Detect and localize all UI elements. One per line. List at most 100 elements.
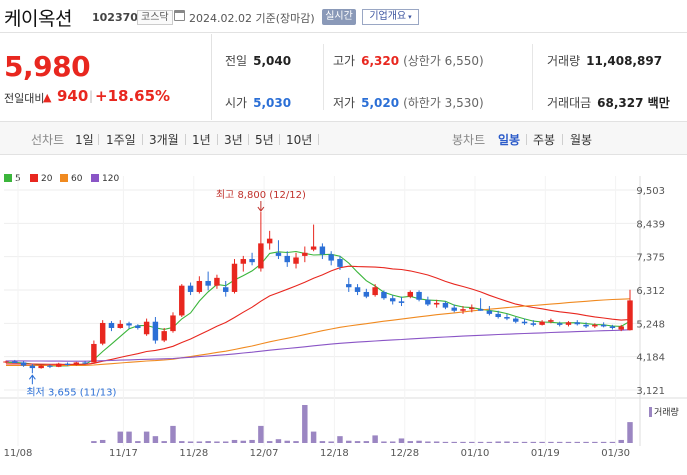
- volume-bar: [398, 438, 405, 443]
- stat-value: 5,040: [253, 54, 292, 68]
- volume-bar: [337, 436, 343, 443]
- stat-label: 거래대금: [547, 96, 592, 110]
- candle-body: [161, 331, 167, 341]
- volume-bars: [91, 405, 633, 443]
- stat-value: 5,030: [253, 96, 292, 110]
- volume-bar: [179, 441, 185, 443]
- stat-label: 시가: [225, 96, 248, 110]
- stat-value: 11,408,897: [586, 54, 663, 68]
- price-stats: 전일 5,040 고가 6,320 (상한가 6,550) 거래량 11,408,897…: [213, 34, 687, 120]
- candle-body: [143, 321, 150, 335]
- volume-bar: [600, 441, 607, 443]
- tab-separator: [248, 134, 249, 145]
- volume-bar: [205, 441, 211, 443]
- x-tick-label: 12/18: [320, 448, 349, 459]
- volume-bar: [258, 425, 264, 443]
- candle-body: [627, 300, 633, 331]
- volume-bar: [451, 441, 457, 443]
- candle-body: [609, 326, 616, 328]
- low-arrow-head: [28, 374, 36, 380]
- divider: [532, 44, 533, 110]
- volume-bar: [196, 441, 203, 443]
- volume-bar: [135, 441, 141, 443]
- candle-body: [214, 277, 220, 286]
- tab-1y[interactable]: 1년: [192, 133, 211, 147]
- candle-body: [3, 361, 9, 363]
- moving-average-lines: [5, 250, 631, 367]
- tab-separator: [142, 134, 143, 145]
- y-tick-label: 8,439: [636, 219, 665, 230]
- tab-5y[interactable]: 5년: [255, 133, 274, 147]
- chart-tab-bar: 선차트 1일 1주일 3개월 1년 3년 5년 10년 봉차트 일봉 주봉 월봉: [0, 121, 687, 155]
- candle-body: [337, 259, 343, 267]
- candle-body: [82, 362, 88, 364]
- tab-monthly[interactable]: 월봉: [570, 133, 593, 147]
- volume-bar: [275, 439, 282, 443]
- candle-body: [266, 238, 273, 244]
- stock-chart[interactable]: 9,503 8,439 7,375 6,312 5,248 4,184 3,121 11/0…: [0, 156, 687, 475]
- volume-bar: [222, 441, 229, 443]
- ma-line: [6, 329, 631, 362]
- volume-bar: [495, 441, 501, 443]
- legend-swatch: [30, 174, 38, 182]
- volume-bar: [574, 441, 580, 443]
- tab-10y[interactable]: 10년: [286, 133, 313, 147]
- upper-limit: (상한가 6,550): [403, 54, 484, 68]
- volume-bar: [416, 440, 422, 443]
- candle-body: [12, 361, 18, 364]
- candle-body: [302, 252, 308, 256]
- tab-1w[interactable]: 1주일: [106, 133, 136, 147]
- volume-bar: [513, 441, 519, 443]
- stat-label: 저가: [333, 96, 356, 110]
- calendar-icon: [174, 10, 185, 21]
- y-tick-label: 4,184: [636, 353, 665, 364]
- candle-body: [381, 291, 387, 299]
- realtime-button[interactable]: 실시간: [322, 9, 356, 25]
- candle-body: [556, 323, 563, 325]
- candle-body: [372, 287, 378, 296]
- tab-3m[interactable]: 3개월: [149, 133, 179, 147]
- ma-line: [6, 298, 631, 367]
- volume-bar: [539, 441, 545, 443]
- candle-body: [258, 243, 264, 269]
- candle-body: [451, 307, 457, 311]
- candle-body: [29, 365, 36, 369]
- x-tick-label: 11/17: [109, 448, 138, 459]
- volume-bar: [442, 441, 449, 443]
- tab-1d[interactable]: 1일: [75, 133, 94, 147]
- candle-body: [319, 246, 326, 255]
- volume-bar: [302, 405, 308, 443]
- volume-bar: [266, 441, 273, 443]
- stat-value: 5,020: [361, 96, 400, 110]
- x-tick-label: 12/07: [250, 448, 279, 459]
- candle-body: [91, 343, 97, 363]
- candle-body: [416, 291, 422, 300]
- y-tick-label: 7,375: [636, 253, 665, 264]
- candle-body: [539, 321, 545, 325]
- price-change-percent: +18.65%: [95, 87, 171, 105]
- volume-bar: [126, 431, 132, 443]
- company-overview-button[interactable]: 기업개요 ▾: [362, 9, 419, 25]
- tab-separator: [279, 134, 280, 145]
- chart-annotations: 최고 8,800 (12/12) 최저 3,655 (11/13): [26, 189, 306, 398]
- low-annotation: 최저 3,655 (11/13): [26, 386, 116, 398]
- tab-separator: [526, 134, 527, 145]
- volume-bar: [486, 441, 493, 443]
- volume-bar: [249, 439, 255, 443]
- candle-body: [389, 298, 396, 302]
- volume-bar: [117, 431, 123, 443]
- x-tick-label: 12/28: [390, 448, 419, 459]
- up-triangle-icon: ▲: [43, 91, 52, 104]
- tab-weekly[interactable]: 주봉: [533, 133, 556, 147]
- tab-daily[interactable]: 일봉: [498, 133, 521, 147]
- volume-bar: [363, 441, 370, 443]
- high-annotation: 최고 8,800 (12/12): [216, 189, 306, 201]
- volume-bar: [284, 440, 290, 443]
- volume-bar: [381, 441, 387, 443]
- y-tick-label: 5,248: [636, 319, 665, 330]
- tab-3y[interactable]: 3년: [224, 133, 243, 147]
- volume-bar: [521, 441, 528, 443]
- volume-bar: [477, 441, 484, 443]
- x-tick-label: 01/30: [601, 448, 630, 459]
- legend-swatch: [60, 174, 68, 182]
